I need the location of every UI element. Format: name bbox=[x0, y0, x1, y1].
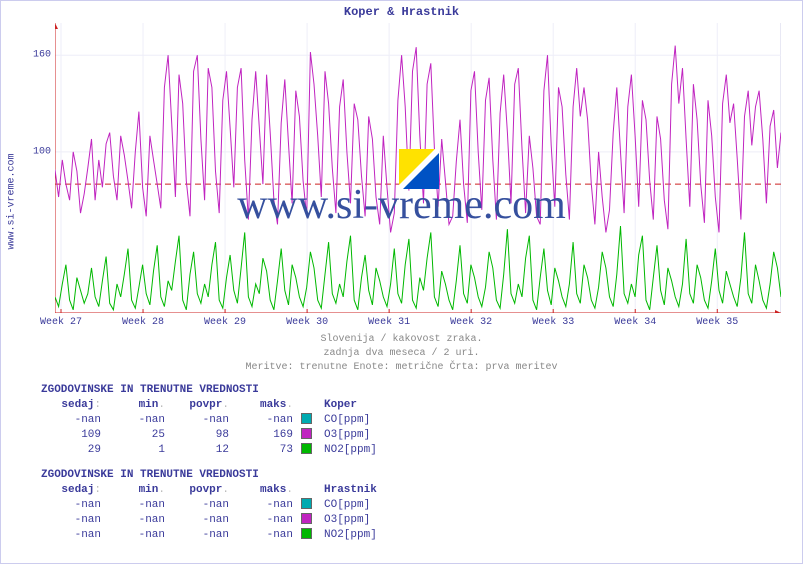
table-row: -nan-nan-nan-nanCO[ppm] bbox=[41, 413, 400, 428]
table-header: sedaj: bbox=[41, 483, 105, 498]
caption-line-1: Slovenija / kakovost zraka. bbox=[1, 333, 802, 347]
x-axis-ticks: Week 27Week 28Week 29Week 30Week 31Week … bbox=[55, 317, 781, 331]
stats-table: sedaj:min.povpr.maks. Koper-nan-nan-nan-n… bbox=[41, 398, 400, 458]
legend-swatch bbox=[301, 528, 312, 539]
measure-label: O3[ppm] bbox=[320, 428, 400, 443]
table-header: min. bbox=[105, 398, 169, 413]
x-tick-label: Week 27 bbox=[40, 317, 82, 328]
y-tick-label: 160 bbox=[33, 50, 51, 61]
caption-line-2: zadnja dva meseca / 2 uri. bbox=[1, 347, 802, 361]
table-location: Hrastnik bbox=[320, 483, 400, 498]
plot-area bbox=[55, 23, 781, 313]
measure-label: CO[ppm] bbox=[320, 498, 400, 513]
table-header: min. bbox=[105, 483, 169, 498]
table-row: 1092598169O3[ppm] bbox=[41, 428, 400, 443]
caption-line-3: Meritve: trenutne Enote: metrične Črta: … bbox=[1, 361, 802, 375]
table-row: 2911273NO2[ppm] bbox=[41, 443, 400, 458]
legend-swatch bbox=[301, 513, 312, 524]
y-axis-ticks: 100 160 bbox=[25, 23, 53, 313]
legend-swatch bbox=[301, 428, 312, 439]
table-header: maks. bbox=[233, 398, 297, 413]
chart-frame: www.si-vreme.com Koper & Hrastnik 100 160… bbox=[0, 0, 803, 564]
table-title: ZGODOVINSKE IN TRENUTNE VREDNOSTI bbox=[41, 383, 400, 398]
plot-svg bbox=[55, 23, 781, 313]
site-link[interactable]: www.si-vreme.com bbox=[7, 153, 18, 249]
table-header: maks. bbox=[233, 483, 297, 498]
table-row: -nan-nan-nan-nanCO[ppm] bbox=[41, 498, 400, 513]
x-tick-label: Week 28 bbox=[122, 317, 164, 328]
stats-table: sedaj:min.povpr.maks.Hrastnik-nan-nan-na… bbox=[41, 483, 400, 543]
x-tick-label: Week 30 bbox=[286, 317, 328, 328]
stats-tables: ZGODOVINSKE IN TRENUTNE VREDNOSTIsedaj:m… bbox=[41, 383, 400, 543]
table-title: ZGODOVINSKE IN TRENUTNE VREDNOSTI bbox=[41, 468, 400, 483]
table-header: sedaj: bbox=[41, 398, 105, 413]
x-tick-label: Week 29 bbox=[204, 317, 246, 328]
legend-swatch bbox=[301, 498, 312, 509]
y-axis-outer-label: www.si-vreme.com bbox=[5, 101, 19, 301]
table-header: povpr. bbox=[169, 398, 233, 413]
measure-label: CO[ppm] bbox=[320, 413, 400, 428]
x-tick-label: Week 34 bbox=[614, 317, 656, 328]
x-tick-label: Week 31 bbox=[368, 317, 410, 328]
x-tick-label: Week 32 bbox=[450, 317, 492, 328]
x-tick-label: Week 33 bbox=[532, 317, 574, 328]
y-tick-label: 100 bbox=[33, 146, 51, 157]
table-row: -nan-nan-nan-nanNO2[ppm] bbox=[41, 528, 400, 543]
measure-label: NO2[ppm] bbox=[320, 443, 400, 458]
measure-label: O3[ppm] bbox=[320, 513, 400, 528]
legend-swatch bbox=[301, 413, 312, 424]
table-row: -nan-nan-nan-nanO3[ppm] bbox=[41, 513, 400, 528]
measure-label: NO2[ppm] bbox=[320, 528, 400, 543]
legend-swatch bbox=[301, 443, 312, 454]
table-header: povpr. bbox=[169, 483, 233, 498]
chart-title: Koper & Hrastnik bbox=[1, 5, 802, 19]
table-location: Koper bbox=[320, 398, 400, 413]
x-tick-label: Week 35 bbox=[696, 317, 738, 328]
